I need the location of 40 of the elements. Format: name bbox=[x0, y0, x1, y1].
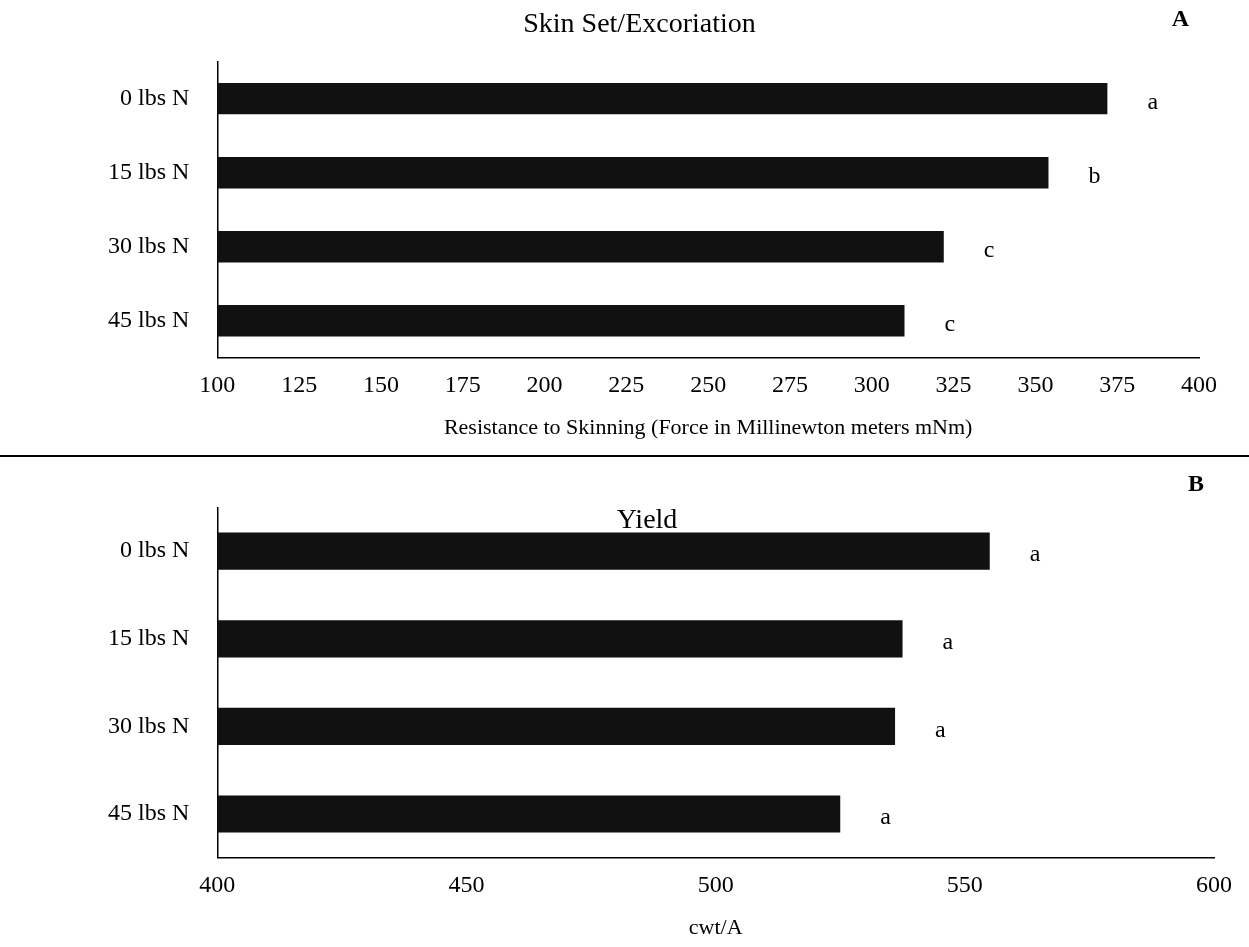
y-tick-label: 15 lbs N bbox=[108, 157, 190, 184]
x-tick-label: 275 bbox=[771, 371, 808, 398]
x-tick-label: 100 bbox=[199, 371, 236, 398]
x-tick-label: 350 bbox=[1017, 371, 1054, 398]
data-label: c bbox=[983, 236, 995, 263]
data-label: a bbox=[1147, 87, 1159, 114]
x-axis-title: Resistance to Skinning (Force in Millinewton meters mNm) bbox=[443, 413, 973, 439]
x-tick-label: 550 bbox=[946, 871, 983, 898]
x-tick-label: 450 bbox=[448, 871, 485, 898]
x-tick-label: 225 bbox=[608, 371, 645, 398]
data-label: a bbox=[935, 715, 947, 742]
chart-title: Yield bbox=[616, 502, 678, 534]
x-tick-label: 200 bbox=[526, 371, 563, 398]
x-tick-label: 400 bbox=[199, 871, 236, 898]
x-tick-label: 250 bbox=[690, 371, 727, 398]
text: B bbox=[1187, 470, 1204, 497]
data-label: a bbox=[880, 803, 892, 830]
data-label: c bbox=[944, 310, 956, 337]
x-tick-label: 300 bbox=[853, 371, 890, 398]
y-tick-label: 45 lbs N bbox=[108, 306, 190, 333]
data-label: a bbox=[1029, 540, 1041, 567]
text: A bbox=[1171, 5, 1190, 32]
y-tick-label: 30 lbs N bbox=[108, 711, 190, 738]
chart-title: Skin Set/Excoriation bbox=[523, 7, 756, 39]
y-tick-label: 45 lbs N bbox=[108, 799, 190, 826]
x-tick-label: 325 bbox=[935, 371, 972, 398]
y-tick-label: 0 lbs N bbox=[120, 83, 190, 110]
x-tick-label: 175 bbox=[444, 371, 481, 398]
x-tick-label: 150 bbox=[362, 371, 399, 398]
x-tick-label: 400 bbox=[1181, 371, 1217, 398]
y-tick-label: 0 lbs N bbox=[120, 536, 190, 563]
x-tick-label: 375 bbox=[1099, 371, 1136, 398]
data-label: b bbox=[1088, 161, 1101, 188]
data-label: a bbox=[942, 628, 954, 655]
x-tick-label: 125 bbox=[281, 371, 318, 398]
x-axis-title: cwt/A bbox=[688, 913, 743, 939]
y-tick-label: 15 lbs N bbox=[108, 624, 190, 651]
y-tick-label: 30 lbs N bbox=[108, 232, 190, 259]
x-tick-label: 600 bbox=[1196, 871, 1232, 898]
x-tick-label: 500 bbox=[697, 871, 734, 898]
